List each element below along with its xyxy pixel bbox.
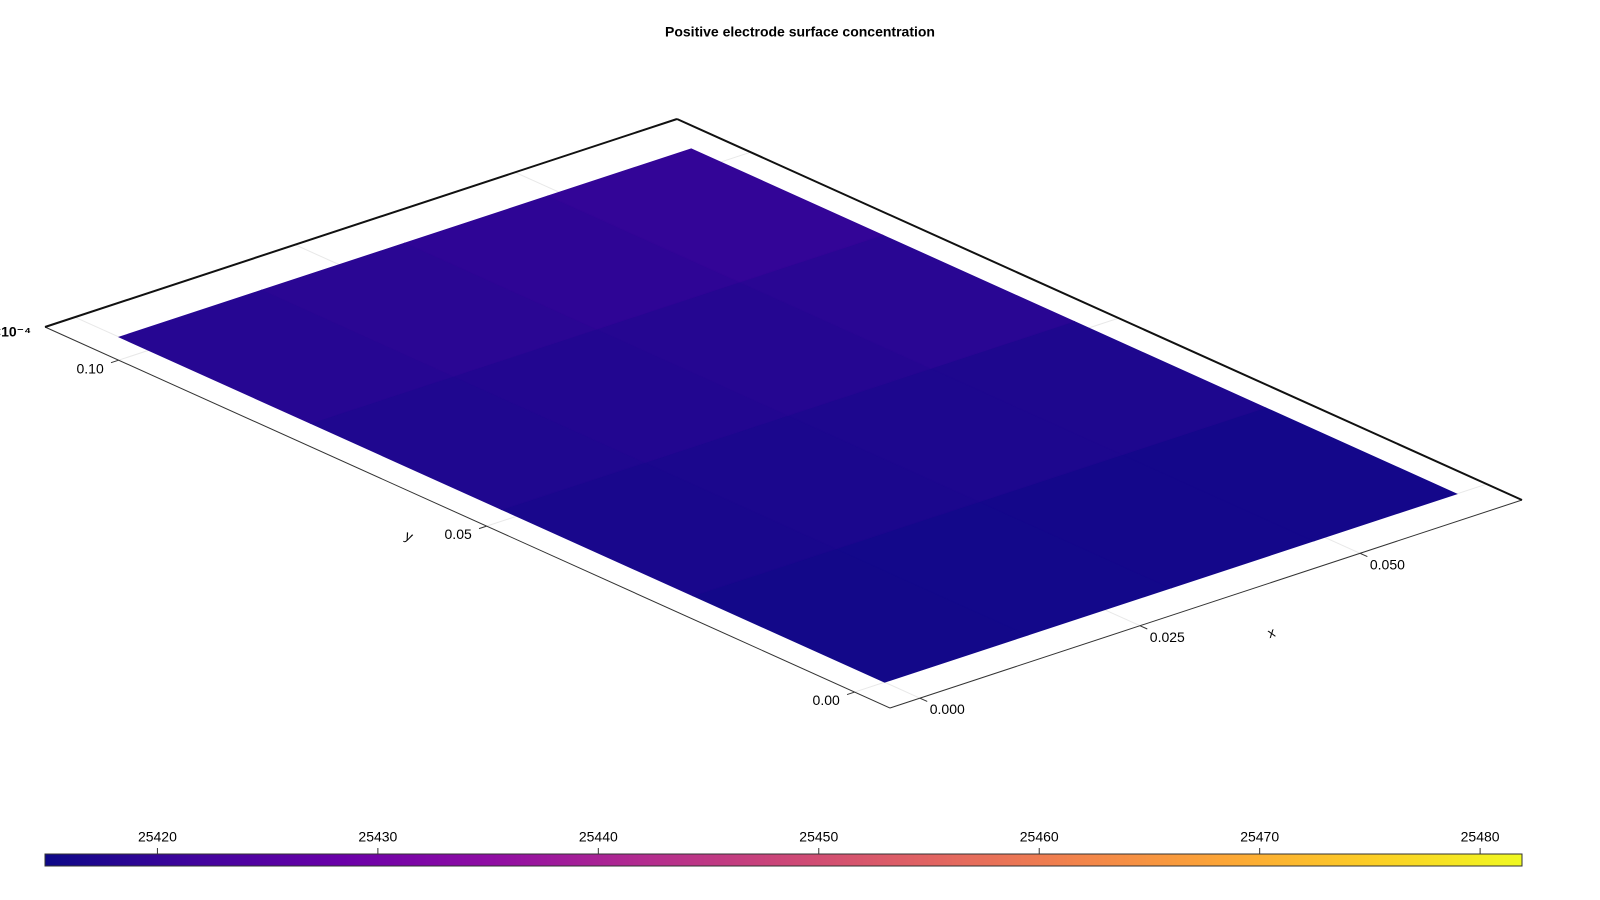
x-tick-label: 0.050 [1370, 556, 1405, 572]
x-axis-label: x [1265, 624, 1277, 641]
back-edge [676, 118, 1523, 501]
colorbar-tick-label: 25440 [579, 829, 618, 845]
colorbar-tick-label: 25420 [138, 829, 177, 845]
y-tick-label: 0.05 [445, 526, 472, 542]
y-tick [846, 691, 855, 696]
x-tick [1139, 625, 1148, 630]
surface-cell [547, 148, 884, 283]
y-axis-label: y [403, 527, 416, 544]
y-tick-label: 0.10 [76, 360, 103, 376]
colorbar-tick-label: 25450 [799, 829, 838, 845]
x-axis-line [889, 499, 1523, 709]
x-tick [919, 697, 928, 702]
x-tick-label: 0.025 [1150, 629, 1185, 645]
x-tick-label: 0.000 [930, 701, 965, 717]
y-tick [110, 359, 119, 364]
y-axis-line [44, 326, 891, 709]
colorbar-tick-label: 25460 [1020, 829, 1059, 845]
colorbar-tick-label: 25480 [1461, 829, 1500, 845]
colorbar-tick-label: 25470 [1240, 829, 1279, 845]
back-edge [44, 118, 678, 328]
x-tick [1359, 552, 1368, 558]
y-tick [478, 525, 487, 530]
z-tick-exponent: ×10⁻⁴ [0, 324, 31, 340]
y-tick-label: 0.00 [813, 692, 840, 708]
chart-title: Positive electrode surface concentration [665, 24, 935, 40]
colorbar-tick-label: 25430 [358, 829, 397, 845]
colorbar [44, 853, 1523, 867]
